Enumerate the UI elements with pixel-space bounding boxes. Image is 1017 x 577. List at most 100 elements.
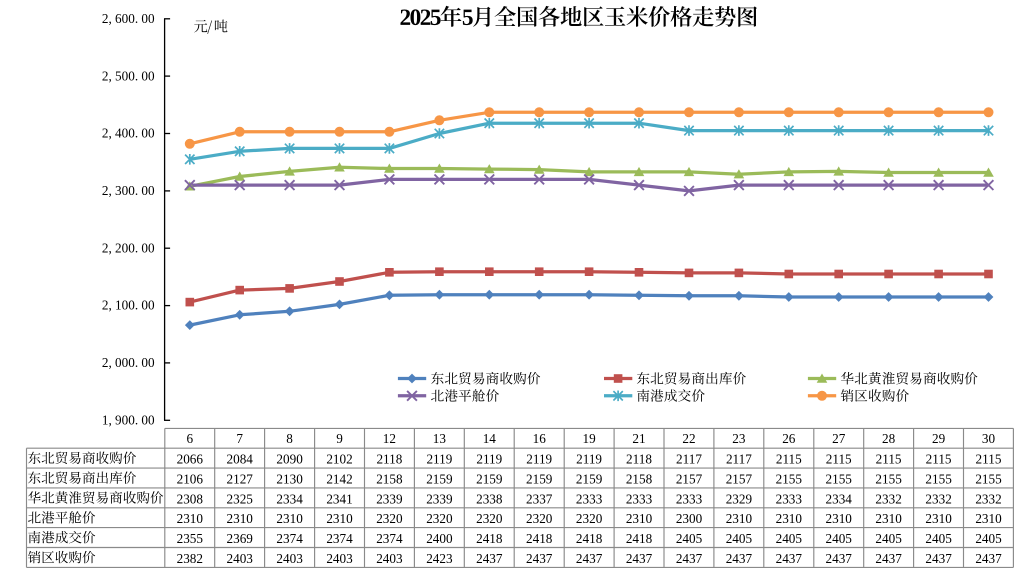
svg-text:2310: 2310 xyxy=(626,511,653,526)
svg-text:2333: 2333 xyxy=(576,491,603,506)
svg-text:27: 27 xyxy=(832,431,846,446)
svg-text:2310: 2310 xyxy=(326,511,353,526)
svg-text:2155: 2155 xyxy=(975,472,1002,487)
svg-text:2320: 2320 xyxy=(526,511,553,526)
svg-text:2159: 2159 xyxy=(526,472,553,487)
svg-text:2, 200. 00: 2, 200. 00 xyxy=(102,240,155,255)
svg-text:2, 600. 00: 2, 600. 00 xyxy=(102,11,155,26)
svg-text:2320: 2320 xyxy=(376,511,403,526)
svg-text:2158: 2158 xyxy=(376,472,403,487)
svg-text:26: 26 xyxy=(782,431,796,446)
svg-text:2158: 2158 xyxy=(626,472,653,487)
svg-text:2115: 2115 xyxy=(926,452,952,467)
svg-text:2310: 2310 xyxy=(276,511,303,526)
svg-text:7: 7 xyxy=(236,431,243,446)
svg-text:2066: 2066 xyxy=(177,452,204,467)
svg-text:2159: 2159 xyxy=(576,472,603,487)
svg-text:28: 28 xyxy=(882,431,896,446)
svg-text:13: 13 xyxy=(433,431,447,446)
svg-text:2405: 2405 xyxy=(975,531,1002,546)
svg-text:2423: 2423 xyxy=(426,551,453,566)
svg-text:2, 300. 00: 2, 300. 00 xyxy=(102,183,155,198)
svg-text:2403: 2403 xyxy=(376,551,403,566)
svg-text:2117: 2117 xyxy=(676,452,702,467)
svg-text:2155: 2155 xyxy=(826,472,853,487)
svg-text:2310: 2310 xyxy=(227,511,254,526)
svg-text:14: 14 xyxy=(483,431,497,446)
svg-text:2117: 2117 xyxy=(726,452,752,467)
svg-text:2090: 2090 xyxy=(276,452,303,467)
svg-text:2337: 2337 xyxy=(526,491,553,506)
svg-text:2437: 2437 xyxy=(476,551,503,566)
svg-text:2119: 2119 xyxy=(526,452,552,467)
svg-text:2339: 2339 xyxy=(376,491,403,506)
svg-text:2333: 2333 xyxy=(676,491,703,506)
svg-text:2418: 2418 xyxy=(526,531,553,546)
svg-text:2310: 2310 xyxy=(826,511,853,526)
svg-text:2437: 2437 xyxy=(626,551,653,566)
svg-text:2418: 2418 xyxy=(576,531,603,546)
svg-text:2119: 2119 xyxy=(426,452,452,467)
svg-text:2115: 2115 xyxy=(776,452,802,467)
svg-text:2, 100. 00: 2, 100. 00 xyxy=(102,298,155,313)
svg-text:2300: 2300 xyxy=(676,511,703,526)
svg-text:2115: 2115 xyxy=(976,452,1002,467)
svg-text:2310: 2310 xyxy=(875,511,902,526)
svg-text:2320: 2320 xyxy=(476,511,503,526)
svg-text:2418: 2418 xyxy=(626,531,653,546)
svg-text:2403: 2403 xyxy=(227,551,254,566)
svg-text:2369: 2369 xyxy=(227,531,254,546)
svg-text:2405: 2405 xyxy=(776,531,803,546)
svg-text:2341: 2341 xyxy=(326,491,352,506)
svg-text:2437: 2437 xyxy=(826,551,853,566)
svg-text:2333: 2333 xyxy=(776,491,803,506)
svg-text:2310: 2310 xyxy=(776,511,803,526)
svg-text:2437: 2437 xyxy=(875,551,902,566)
svg-text:2320: 2320 xyxy=(426,511,453,526)
svg-text:2142: 2142 xyxy=(326,472,352,487)
svg-text:30: 30 xyxy=(982,431,996,446)
svg-text:2334: 2334 xyxy=(826,491,853,506)
svg-text:2106: 2106 xyxy=(177,472,204,487)
svg-text:2405: 2405 xyxy=(925,531,952,546)
svg-text:23: 23 xyxy=(732,431,746,446)
svg-text:2159: 2159 xyxy=(426,472,453,487)
svg-text:2155: 2155 xyxy=(776,472,803,487)
svg-text:2374: 2374 xyxy=(376,531,403,546)
svg-text:2130: 2130 xyxy=(276,472,303,487)
svg-text:19: 19 xyxy=(583,431,597,446)
svg-text:22: 22 xyxy=(682,431,695,446)
svg-text:2437: 2437 xyxy=(726,551,753,566)
svg-text:2403: 2403 xyxy=(276,551,303,566)
svg-text:2333: 2333 xyxy=(626,491,653,506)
svg-text:2, 400. 00: 2, 400. 00 xyxy=(102,126,155,141)
svg-text:2405: 2405 xyxy=(826,531,853,546)
svg-text:2355: 2355 xyxy=(177,531,204,546)
svg-text:2119: 2119 xyxy=(476,452,502,467)
svg-text:2339: 2339 xyxy=(426,491,453,506)
svg-text:2115: 2115 xyxy=(826,452,852,467)
svg-text:2400: 2400 xyxy=(426,531,453,546)
svg-text:6: 6 xyxy=(187,431,194,446)
svg-text:2437: 2437 xyxy=(676,551,703,566)
svg-text:2157: 2157 xyxy=(676,472,703,487)
svg-text:9: 9 xyxy=(336,431,343,446)
svg-text:21: 21 xyxy=(632,431,645,446)
svg-text:2437: 2437 xyxy=(975,551,1002,566)
svg-text:2310: 2310 xyxy=(177,511,204,526)
svg-text:2405: 2405 xyxy=(875,531,902,546)
svg-text:2403: 2403 xyxy=(326,551,353,566)
svg-text:2418: 2418 xyxy=(476,531,503,546)
svg-text:2310: 2310 xyxy=(726,511,753,526)
svg-text:2118: 2118 xyxy=(626,452,652,467)
svg-text:2157: 2157 xyxy=(726,472,753,487)
svg-text:2155: 2155 xyxy=(875,472,902,487)
svg-text:2437: 2437 xyxy=(776,551,803,566)
svg-text:2437: 2437 xyxy=(576,551,603,566)
svg-text:2325: 2325 xyxy=(227,491,254,506)
svg-text:2338: 2338 xyxy=(476,491,503,506)
svg-text:1, 900. 00: 1, 900. 00 xyxy=(102,412,155,427)
svg-text:2155: 2155 xyxy=(925,472,952,487)
svg-text:2374: 2374 xyxy=(326,531,353,546)
svg-text:8: 8 xyxy=(286,431,293,446)
